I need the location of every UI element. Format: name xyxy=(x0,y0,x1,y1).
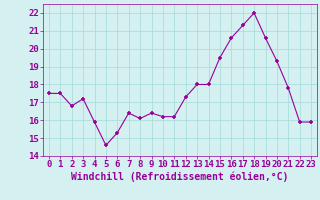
X-axis label: Windchill (Refroidissement éolien,°C): Windchill (Refroidissement éolien,°C) xyxy=(71,172,289,182)
